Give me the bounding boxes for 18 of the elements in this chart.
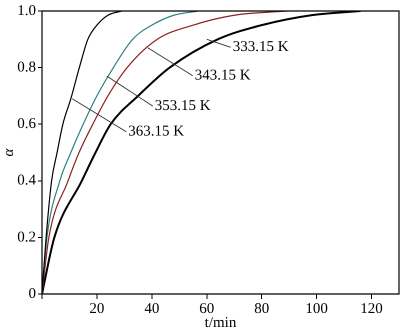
y-tick-label: 0.4 [17, 172, 36, 189]
x-tick-label: 40 [144, 300, 160, 317]
x-tick-label: 20 [89, 300, 104, 317]
annotation: 333.15 K [232, 39, 289, 56]
x-tick-label: 60 [199, 300, 214, 317]
y-tick-label: 0.8 [17, 60, 36, 76]
x-tick-label: 120 [360, 300, 383, 317]
annotation: 353.15 K [154, 98, 211, 114]
annotation: 343.15 K [194, 68, 251, 84]
y-tick-label: 1.0 [17, 2, 36, 19]
y-tick-label: 0 [28, 286, 36, 302]
y-tick-label: 0.6 [17, 116, 36, 132]
x-axis-title: t/min [204, 314, 237, 331]
y-axis-title: α [0, 147, 17, 156]
x-tick-label: 80 [254, 300, 270, 317]
annotation: 363.15 K [128, 124, 184, 140]
y-tick-label: 0.2 [17, 229, 36, 246]
x-tick-label: 100 [305, 300, 328, 317]
